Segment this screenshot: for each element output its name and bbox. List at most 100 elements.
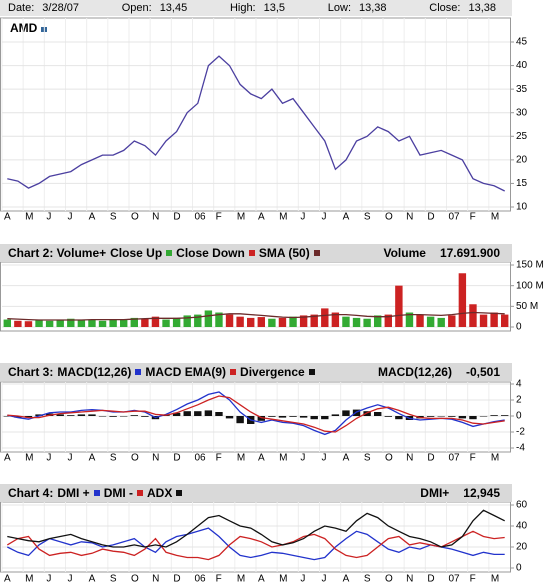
x-tick-label: M: [25, 453, 33, 464]
x-tick-label: M: [237, 574, 245, 585]
x-tick-label: J: [322, 212, 327, 223]
bar: [321, 416, 329, 420]
bar: [109, 319, 117, 327]
y-tick-label: 0: [516, 322, 522, 333]
bar: [183, 315, 191, 327]
x-tick-label: J: [68, 574, 73, 585]
bar: [35, 320, 43, 327]
bar: [236, 416, 244, 424]
x-tick-label: O: [385, 574, 393, 585]
x-tick-label: M: [491, 453, 499, 464]
y-tick-label: 150 M: [516, 260, 544, 271]
x-tick-label: S: [364, 453, 371, 464]
bar: [490, 415, 498, 416]
quote-value: 13,38: [468, 2, 496, 14]
quote-item: Low: 13,38: [328, 2, 391, 14]
x-tick-label: D: [427, 212, 434, 223]
legend-label: MACD EMA(9): [145, 365, 227, 379]
x-tick-label: O: [131, 574, 139, 585]
bar: [331, 414, 340, 416]
bar: [352, 317, 361, 327]
x-tick-label: N: [152, 212, 159, 223]
x-tick-label: M: [279, 453, 287, 464]
legend-swatch: [308, 369, 315, 375]
bar: [268, 416, 276, 417]
y-tick-label: 10: [516, 202, 528, 213]
y-tick-label: 2: [516, 395, 522, 406]
bar: [98, 416, 107, 417]
x-tick-label: A: [343, 453, 350, 464]
x-tick-label: J: [322, 453, 327, 464]
bar: [141, 318, 149, 327]
bar: [56, 319, 64, 327]
x-tick-label: A: [258, 453, 265, 464]
bar: [247, 317, 255, 327]
legend-label: DMI +: [57, 486, 90, 500]
legend-swatch: [230, 369, 237, 375]
bar: [45, 320, 54, 327]
x-tick-label: D: [173, 453, 180, 464]
bar: [24, 321, 33, 327]
bar: [130, 415, 138, 416]
bar: [141, 416, 149, 417]
x-tick-label: O: [131, 453, 139, 464]
bar: [426, 416, 435, 417]
bar: [3, 319, 11, 327]
quote-value: 13,45: [159, 2, 188, 14]
legend-label: ADX: [147, 486, 173, 500]
legend-swatch: [248, 250, 255, 256]
bar: [162, 319, 170, 327]
readout: DMI+ 12,945: [410, 486, 512, 500]
bar: [257, 416, 265, 421]
series-line: [7, 55, 505, 192]
bar: [321, 308, 329, 327]
bar: [35, 414, 43, 416]
x-tick-label: N: [406, 453, 413, 464]
chart-header: Chart 3: MACD(12,26) MACD EMA(9) Divergence…: [0, 363, 512, 381]
quote-label: Low:: [327, 2, 352, 14]
y-tick-label: 15: [516, 178, 528, 189]
bar: [225, 314, 234, 327]
x-tick-label: M: [237, 212, 245, 223]
x-tick-label: A: [343, 574, 350, 585]
chart-title: Chart 2: Volume+: [8, 246, 107, 260]
quote-label: Date:: [8, 2, 35, 14]
bar: [501, 314, 509, 327]
y-tick-label: 4: [516, 379, 522, 390]
y-tick-label: 50 M: [516, 301, 538, 312]
x-tick-label: J: [46, 574, 51, 585]
x-tick-label: A: [89, 574, 96, 585]
x-tick-label: F: [470, 453, 476, 464]
x-tick-label: S: [110, 212, 117, 223]
bar: [363, 318, 371, 327]
bar: [469, 304, 477, 327]
legend-swatch: [135, 369, 142, 375]
bar: [3, 416, 11, 417]
legend-swatch: [137, 490, 144, 496]
y-tick-label: -4: [516, 443, 525, 454]
bar: [67, 318, 75, 327]
y-tick-label: 60: [516, 500, 528, 511]
bar: [289, 416, 297, 417]
y-tick-label: 25: [516, 131, 528, 142]
quote-label: Open:: [121, 2, 152, 14]
legend-swatch: [176, 490, 183, 496]
x-tick-label: N: [406, 212, 413, 223]
bar: [278, 416, 287, 418]
bar: [448, 315, 456, 327]
legend-swatch: [93, 490, 100, 496]
quote-value: 13,5: [263, 2, 286, 14]
legend-swatch: [313, 250, 320, 256]
x-tick-label: N: [406, 574, 413, 585]
bar: [289, 316, 297, 327]
bar: [374, 412, 382, 416]
x-tick-label: A: [4, 212, 11, 223]
x-tick-label: O: [385, 212, 393, 223]
bar: [151, 316, 160, 327]
legend-label: Divergence: [240, 365, 305, 379]
x-tick-label: J: [68, 453, 73, 464]
bar: [172, 412, 181, 416]
bar: [395, 285, 403, 327]
bar: [384, 416, 392, 417]
